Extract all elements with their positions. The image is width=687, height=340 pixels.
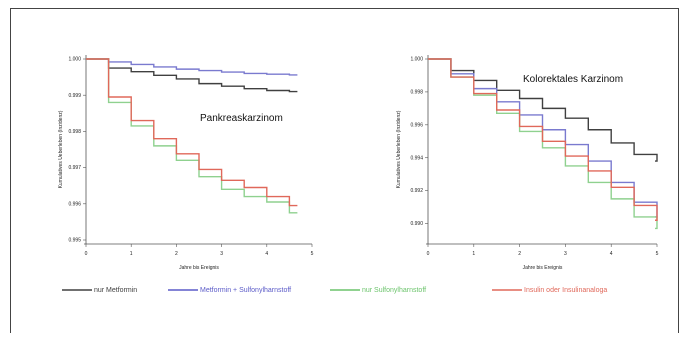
legend-label-1: nur Metformin: [94, 287, 137, 294]
x-tick-label: 2: [518, 251, 521, 257]
x-tick-label: 4: [265, 251, 268, 257]
x-axis-label: Jahre bis Ereignis: [179, 265, 219, 271]
chart-title: Kolorektales Karzinom: [523, 74, 623, 85]
x-tick-label: 3: [220, 251, 223, 257]
series-line-1-4: [86, 58, 298, 207]
x-axis-label: Jahre bis Ereignis: [523, 265, 563, 271]
x-tick-label: 1: [130, 251, 133, 257]
chart-title: Pankreaskarzinom: [200, 113, 283, 124]
x-tick-label: 0: [85, 251, 88, 257]
series-line-1-3: [86, 58, 298, 214]
y-tick-label: 1.000: [410, 57, 423, 63]
legend-label-4: Insulin oder Insulinanaloga: [524, 287, 607, 294]
x-tick-label: 0: [427, 251, 430, 257]
x-tick-label: 2: [175, 251, 178, 257]
x-tick-label: 3: [564, 251, 567, 257]
y-tick-label: 0.998: [410, 90, 423, 96]
y-axis-label: Kumulatives Ueberleben (Inzidenz): [396, 110, 402, 188]
y-tick-label: 0.999: [68, 93, 81, 99]
y-tick-label: 0.997: [68, 165, 81, 171]
legend-label-3: nur Sulfonylharnstoff: [362, 287, 426, 294]
x-tick-label: 1: [472, 251, 475, 257]
y-tick-label: 0.996: [410, 122, 423, 128]
series-line-1-2: [86, 58, 298, 76]
series-line-1-1: [86, 58, 298, 93]
legend-label-2: Metformin + Sulfonylharnstoff: [200, 287, 291, 294]
y-tick-label: 0.992: [410, 188, 423, 194]
x-tick-label: 4: [610, 251, 613, 257]
y-tick-label: 0.996: [68, 201, 81, 207]
y-tick-label: 0.995: [68, 238, 81, 244]
y-axis-label: Kumulatives Ueberleben (Inzidenz): [58, 110, 64, 188]
y-tick-label: 1.000: [68, 57, 81, 63]
y-tick-label: 0.994: [410, 155, 423, 161]
x-tick-label: 5: [656, 251, 659, 257]
y-tick-label: 0.998: [68, 129, 81, 135]
x-tick-label: 5: [311, 251, 314, 257]
y-tick-label: 0.990: [410, 221, 423, 227]
series-line-2-4: [428, 58, 658, 221]
